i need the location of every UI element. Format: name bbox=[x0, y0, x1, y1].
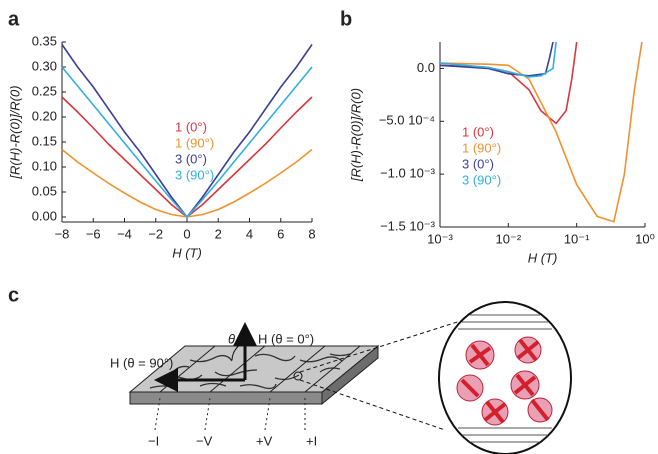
field-label: H (θ = 0°) bbox=[258, 331, 314, 346]
angle-label: θ bbox=[228, 331, 235, 346]
y-tick-label: 0.0 bbox=[417, 60, 435, 75]
x-axis-label: H (T) bbox=[172, 245, 202, 260]
y-tick-label: 0.25 bbox=[32, 83, 57, 98]
x-tick-label: −8 bbox=[55, 226, 70, 241]
zoom-line bbox=[299, 317, 471, 373]
series-line bbox=[439, 41, 554, 77]
angle-arc bbox=[231, 341, 246, 361]
y-axis-label: [R(H)-R(0)]/R(0) bbox=[348, 88, 363, 182]
x-tick-label: 6 bbox=[277, 226, 284, 241]
x-tick-label: 10⁻¹ bbox=[564, 231, 590, 246]
x-axis-label: H (T) bbox=[528, 250, 558, 265]
y-tick-label: 0.30 bbox=[32, 58, 57, 73]
terminal-label: +I bbox=[306, 433, 317, 448]
panel-label: a bbox=[8, 8, 20, 30]
y-tick-label: −5.0 10⁻⁴ bbox=[379, 113, 435, 128]
panel-label: b bbox=[340, 8, 352, 30]
y-tick-label: 0.05 bbox=[32, 183, 57, 198]
panel-label: c bbox=[8, 284, 19, 306]
x-tick-label: 2 bbox=[215, 226, 222, 241]
x-tick-label: 10⁻² bbox=[496, 231, 522, 246]
plate-side bbox=[129, 391, 323, 405]
zoom-ellipse bbox=[438, 301, 572, 454]
x-tick-label: 8 bbox=[308, 226, 315, 241]
y-tick-label: −1.5 10⁻³ bbox=[380, 218, 436, 233]
y-tick-label: 0.00 bbox=[32, 208, 57, 223]
legend-entry: 1 (0°) bbox=[462, 124, 494, 139]
series-line bbox=[439, 41, 557, 78]
y-axis-label: [R(H)-R(0)]/R(0) bbox=[7, 85, 22, 179]
x-tick-label: −4 bbox=[117, 226, 132, 241]
series-line bbox=[439, 41, 643, 223]
terminal-label: +V bbox=[256, 433, 273, 448]
y-tick-label: −1.0 10⁻³ bbox=[380, 166, 436, 181]
y-tick-label: 0.15 bbox=[32, 133, 57, 148]
series-line bbox=[61, 66, 313, 219]
y-tick-label: 0.20 bbox=[32, 108, 57, 123]
x-tick-label: 0 bbox=[183, 226, 190, 241]
x-tick-label: 4 bbox=[246, 226, 253, 241]
diagram: c −I −V +V +I θ H (θ = 0°) H (θ = 90°) bbox=[8, 284, 572, 454]
legend-entry: 1 (90°) bbox=[175, 135, 214, 150]
layers bbox=[458, 314, 552, 443]
terminal-label: −I bbox=[148, 433, 159, 448]
legend-entry: 3 (90°) bbox=[462, 172, 501, 187]
series-line bbox=[439, 41, 578, 125]
field-label: H (θ = 90°) bbox=[110, 355, 173, 370]
zoom-spot bbox=[293, 371, 303, 381]
x-tick-label: 10⁰ bbox=[635, 231, 655, 246]
legend-entry: 3 (90°) bbox=[175, 167, 214, 182]
terminal-label: −V bbox=[196, 433, 213, 448]
y-tick-label: 0.10 bbox=[32, 158, 57, 173]
x-tick-label: −6 bbox=[86, 226, 101, 241]
legend-entry: 1 (0°) bbox=[175, 119, 207, 134]
y-tick-label: 0.35 bbox=[32, 33, 57, 48]
leads bbox=[154, 397, 306, 431]
legend-entry: 3 (0°) bbox=[462, 156, 494, 171]
legend-entry: 1 (90°) bbox=[462, 140, 501, 155]
x-tick-label: −2 bbox=[148, 226, 163, 241]
x-tick-label: 10⁻³ bbox=[427, 231, 453, 246]
legend-entry: 3 (0°) bbox=[175, 151, 207, 166]
zoom-line bbox=[299, 379, 446, 431]
molecule-cores bbox=[460, 338, 550, 424]
